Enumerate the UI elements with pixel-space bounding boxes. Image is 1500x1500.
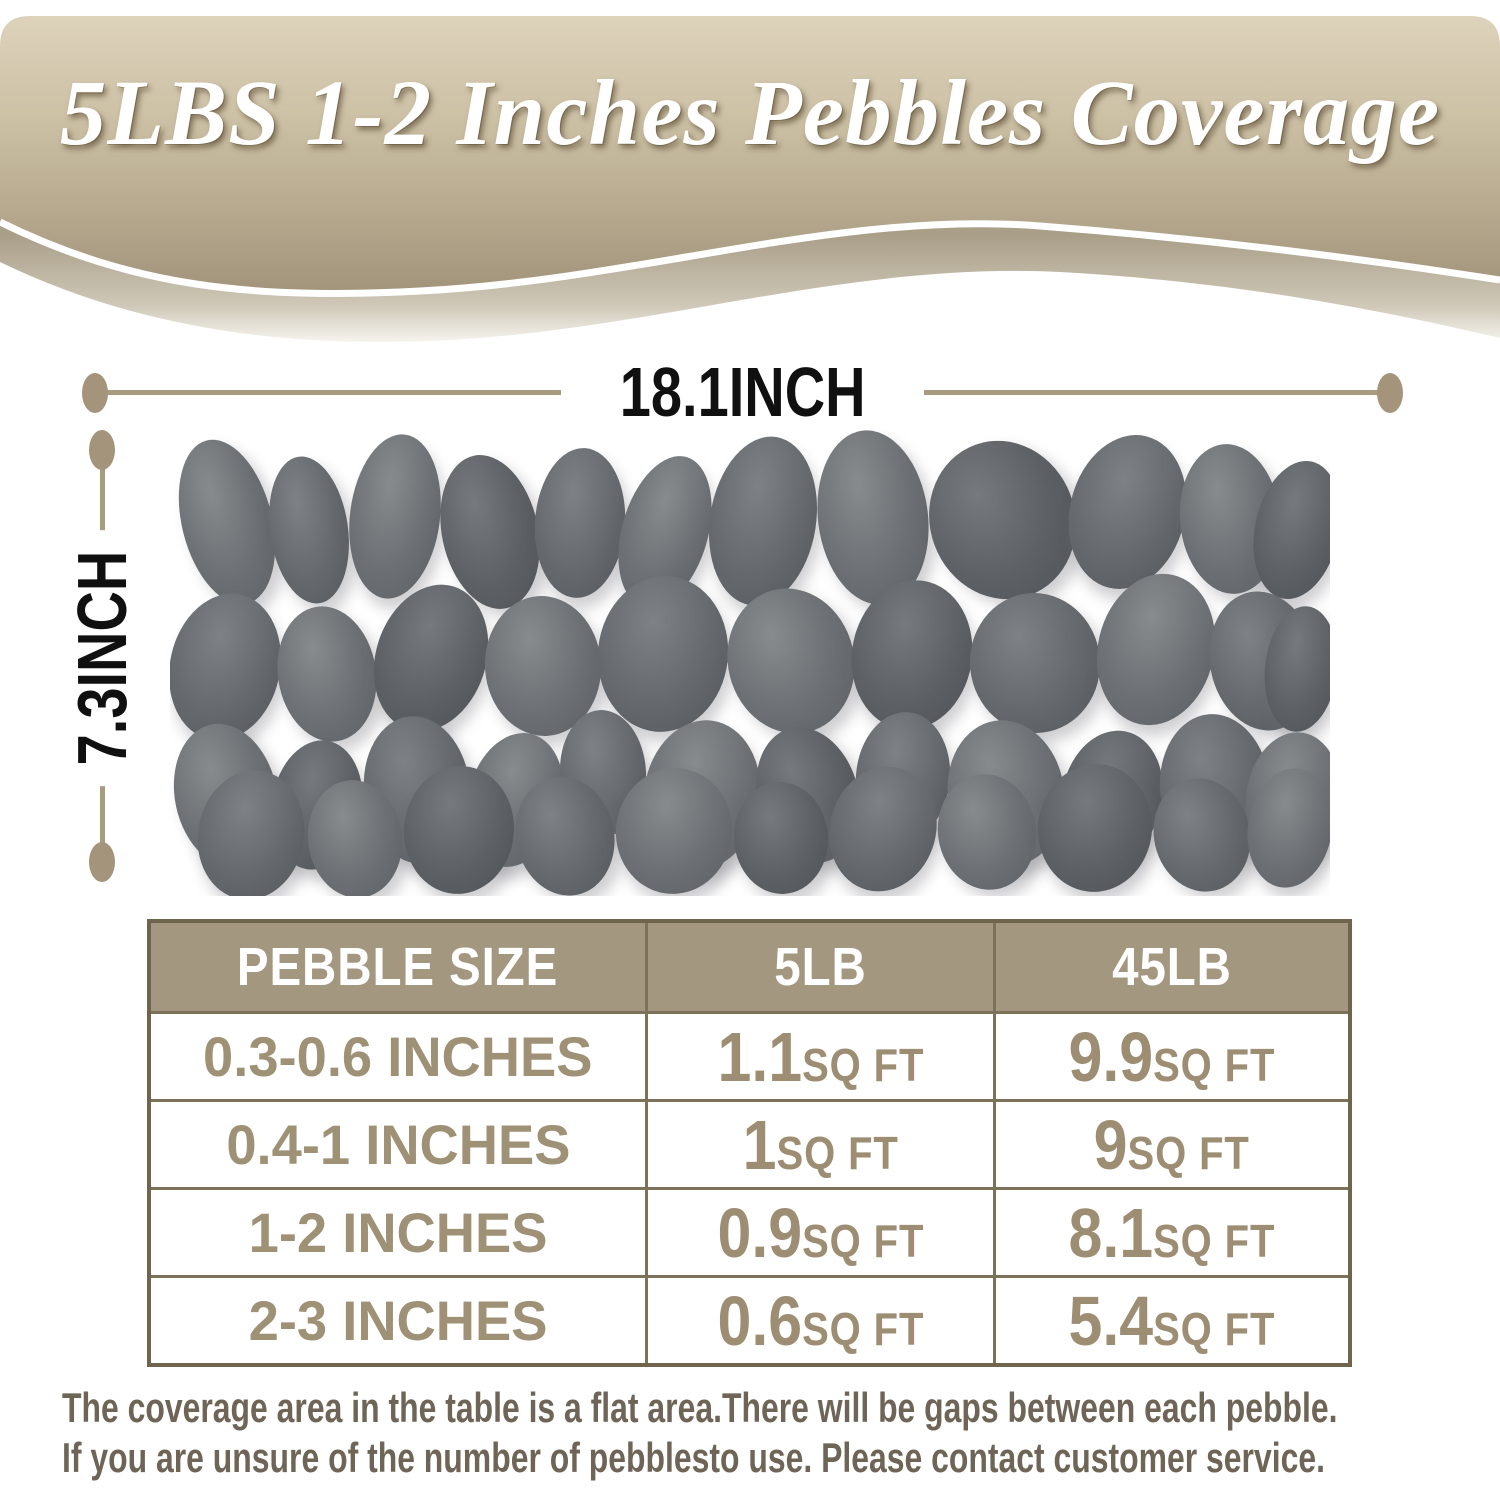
coverage-45lb-cell: 9.9SQ FT bbox=[1068, 1017, 1276, 1096]
height-dimension-dot-bottom bbox=[89, 842, 115, 882]
banner-wave-line bbox=[0, 218, 1500, 297]
pebble-size-cell: 1-2 INCHES bbox=[248, 1201, 548, 1264]
pebble bbox=[697, 428, 829, 614]
pebble-size-cell: 0.3-0.6 INCHES bbox=[203, 1025, 593, 1088]
pebbles-photo bbox=[170, 428, 1330, 896]
pebble-size-cell: 0.4-1 INCHES bbox=[225, 1113, 571, 1176]
coverage-table: PEBBLE SIZE 5LB 45LB 0.3-0.6 INCHES 1.1S… bbox=[147, 919, 1352, 1367]
pebble bbox=[1082, 561, 1230, 738]
footer-note-line2: If you are unsure of the number of pebbl… bbox=[62, 1434, 1325, 1481]
width-dimension: 18.1INCH bbox=[95, 356, 1390, 428]
table-header-row: PEBBLE SIZE 5LB 45LB bbox=[151, 923, 1348, 1014]
footer-note-line1: The coverage area in the table is a flat… bbox=[62, 1384, 1338, 1431]
table-row: 0.3-0.6 INCHES 1.1SQ FT 9.9SQ FT bbox=[151, 1014, 1348, 1102]
pebble-size-cell: 2-3 INCHES bbox=[248, 1289, 548, 1352]
coverage-5lb-cell: 1SQ FT bbox=[742, 1105, 899, 1184]
pebble bbox=[267, 599, 387, 749]
coverage-45lb-cell: 5.4SQ FT bbox=[1068, 1281, 1276, 1360]
table-row: 0.4-1 INCHES 1SQ FT 9SQ FT bbox=[151, 1102, 1348, 1190]
table-body: 0.3-0.6 INCHES 1.1SQ FT 9.9SQ FT 0.4-1 I… bbox=[151, 1014, 1348, 1363]
pebble bbox=[712, 574, 870, 748]
pebble bbox=[963, 586, 1107, 740]
banner-lower-band bbox=[0, 222, 1500, 343]
column-header-5lb: 5LB bbox=[774, 937, 867, 997]
banner-wave-graphic bbox=[0, 16, 1500, 343]
height-dimension-dot-top bbox=[89, 430, 115, 470]
width-dimension-dot-right bbox=[1377, 373, 1403, 413]
width-dimension-label: 18.1INCH bbox=[619, 353, 866, 431]
coverage-5lb-cell: 0.6SQ FT bbox=[717, 1281, 924, 1360]
footer-note: The coverage area in the table is a flat… bbox=[62, 1383, 1492, 1483]
table-row: 1-2 INCHES 0.9SQ FT 8.1SQ FT bbox=[151, 1190, 1348, 1278]
coverage-45lb-cell: 9SQ FT bbox=[1093, 1105, 1251, 1184]
table-row: 2-3 INCHES 0.6SQ FT 5.4SQ FT bbox=[151, 1278, 1348, 1363]
coverage-45lb-cell: 8.1SQ FT bbox=[1068, 1193, 1276, 1272]
pebble bbox=[340, 429, 450, 604]
banner-main-shape bbox=[0, 16, 1500, 294]
coverage-5lb-cell: 0.9SQ FT bbox=[717, 1193, 924, 1272]
pebble bbox=[529, 445, 631, 601]
height-dimension-label: 7.3INCH bbox=[63, 529, 141, 786]
page-title: 5LBS 1-2 Inches Pebbles Coverage bbox=[59, 62, 1441, 165]
column-header-pebble-size: PEBBLE SIZE bbox=[237, 937, 559, 997]
column-header-45lb: 45LB bbox=[1112, 937, 1232, 997]
coverage-5lb-cell: 1.1SQ FT bbox=[717, 1017, 924, 1096]
header-banner: 5LBS 1-2 Inches Pebbles Coverage bbox=[0, 0, 1500, 352]
pebble bbox=[260, 451, 358, 609]
width-dimension-dot-left bbox=[82, 373, 108, 413]
